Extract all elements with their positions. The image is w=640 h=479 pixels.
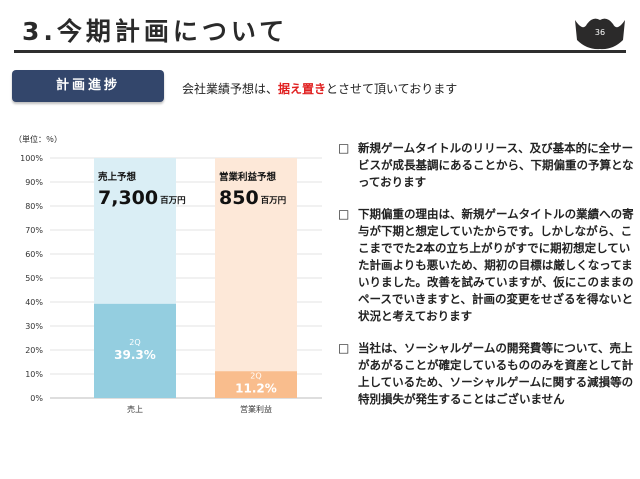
- title-underline: [14, 50, 626, 53]
- subtitle-highlight: 据え置き: [278, 82, 327, 96]
- series-label: 2Q: [129, 338, 140, 347]
- y-tick-label: 90%: [25, 178, 43, 187]
- checkbox-icon: □: [338, 141, 350, 155]
- page-number-badge: [575, 18, 625, 50]
- subtitle-text-after: とさせて頂いております: [326, 82, 458, 96]
- bullet-list: □ 新規ゲームタイトルのリリース、及び基本的に全サービスが成長基調にあることから…: [338, 140, 634, 423]
- forecast-unit: 百万円: [160, 196, 186, 206]
- page-title: 3.今期計画について: [22, 17, 289, 46]
- bar-2q: [94, 303, 176, 398]
- data-label: 11.2%: [235, 382, 277, 396]
- bullet-item: □ 当社は、ソーシャルゲームの開発費等について、売上があがることが確定しているも…: [338, 340, 634, 408]
- series-label: 2Q: [250, 372, 261, 381]
- forecast-value: 850: [219, 187, 259, 209]
- checkbox-icon: □: [338, 207, 350, 221]
- y-tick-label: 30%: [25, 322, 43, 331]
- bar-2q: [215, 371, 297, 398]
- y-tick-label: 20%: [25, 346, 43, 355]
- x-tick-label: 営業利益: [240, 404, 272, 414]
- bullet-item: □ 新規ゲームタイトルのリリース、及び基本的に全サービスが成長基調にあることから…: [338, 140, 634, 191]
- forecast-value: 7,300: [98, 187, 158, 209]
- stacked-bar-chart: 0%10%20%30%40%50%60%70%80%90%100%売上2Q39.…: [20, 154, 322, 414]
- checkbox-icon: □: [338, 341, 350, 355]
- y-tick-label: 10%: [25, 370, 43, 379]
- chart-unit-label: （単位：％）: [14, 135, 62, 144]
- bullet-text: 下期偏重の理由は、新規ゲームタイトルの業績への寄与が下期と想定していたからです。…: [358, 207, 634, 323]
- y-tick-label: 100%: [20, 154, 43, 163]
- bullet-item: □ 下期偏重の理由は、新規ゲームタイトルの業績への寄与が下期と想定していたからで…: [338, 206, 634, 325]
- y-tick-label: 50%: [25, 274, 43, 283]
- subtitle-text-before: 会社業績予想は、: [182, 82, 279, 96]
- bar-remaining: [215, 158, 297, 372]
- bullet-text: 新規ゲームタイトルのリリース、及び基本的に全サービスが成長基調にあることから、下…: [358, 141, 634, 189]
- y-tick-label: 40%: [25, 298, 43, 307]
- page-number: 36: [594, 28, 606, 37]
- subtitle: 会社業績予想は、据え置きとさせて頂いております: [182, 80, 457, 97]
- forecast-unit: 百万円: [261, 196, 287, 206]
- bullet-text: 当社は、ソーシャルゲームの開発費等について、売上があがることが確定しているものの…: [358, 341, 634, 406]
- section-tab-plan-progress: 計画進捗: [12, 70, 164, 102]
- y-tick-label: 70%: [25, 226, 43, 235]
- forecast-label: 売上予想: [98, 171, 137, 183]
- y-tick-label: 60%: [25, 250, 43, 259]
- x-tick-label: 売上: [127, 404, 143, 414]
- data-label: 39.3%: [114, 348, 156, 362]
- y-tick-label: 80%: [25, 202, 43, 211]
- y-tick-label: 0%: [30, 394, 43, 403]
- forecast-label: 営業利益予想: [219, 171, 277, 183]
- bar-remaining: [94, 158, 176, 304]
